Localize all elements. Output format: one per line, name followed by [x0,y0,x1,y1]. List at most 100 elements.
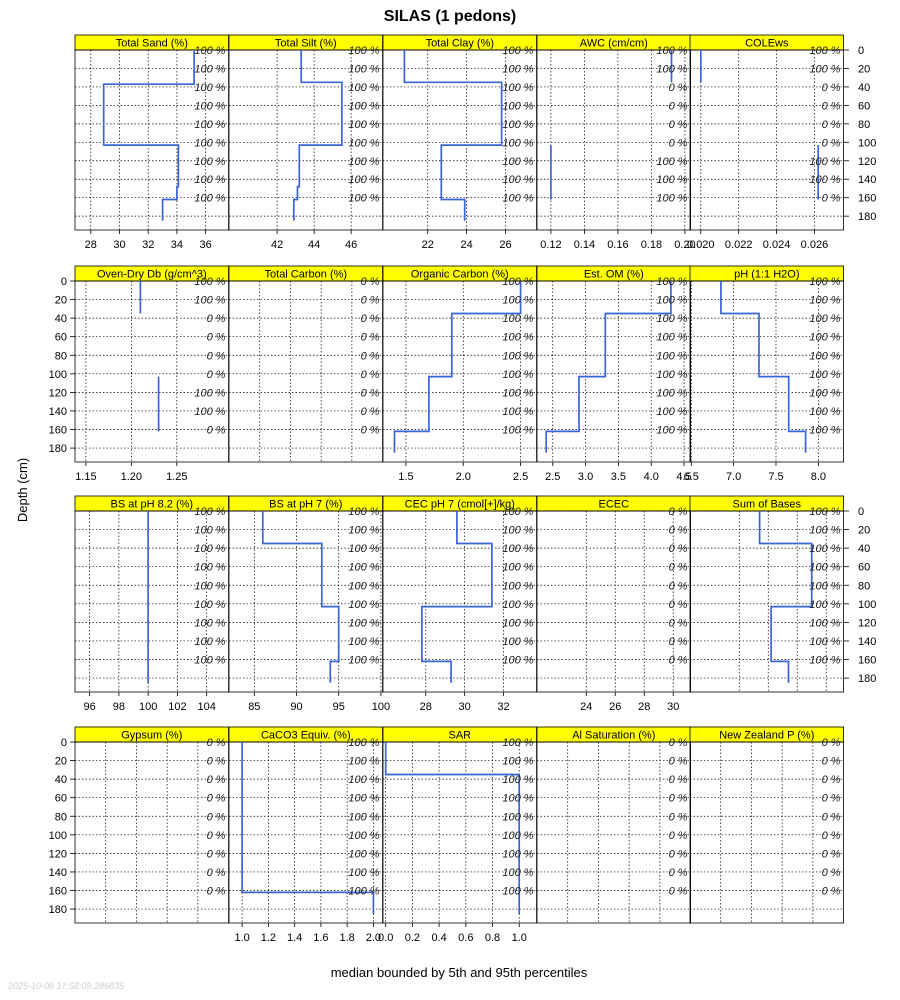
pct-label: 100 % [809,45,840,57]
pct-label: 100 % [502,387,533,399]
x-tick-label: 100 [139,701,157,713]
panel-frame [382,49,538,231]
pct-label: 100 % [502,848,533,860]
pct-label: 100 % [502,425,533,437]
pct-label: 0 % [669,562,688,574]
pct-label: 100 % [656,350,687,362]
pct-label: 100 % [194,82,225,94]
pct-label: 100 % [809,525,840,537]
pct-label: 100 % [194,655,225,667]
pct-label: 100 % [502,867,533,879]
x-tick-label: 0.024 [763,239,791,251]
pct-label: 0 % [669,543,688,555]
series-line [545,281,672,453]
x-tick-label: 0.020 [687,239,715,251]
pct-label: 100 % [502,369,533,381]
x-tick-label: 24 [580,701,592,713]
y-tick-label: 80 [858,580,870,592]
pct-label: 0 % [669,119,688,131]
pct-label: 0 % [207,886,226,898]
x-tick-label: 1.15 [75,471,96,483]
pct-label: 100 % [194,295,225,307]
x-tick-label: 104 [197,701,215,713]
panel-strip-label: Total Silt (%) [275,38,337,50]
pct-label: 100 % [502,599,533,611]
series-line [102,50,195,221]
y-tick-label: 180 [49,443,67,455]
x-tick-label: 26 [499,239,511,251]
y-tick-label: 160 [858,655,876,667]
y-tick-label: 40 [55,313,67,325]
x-tick-label: 30 [667,701,679,713]
panel-frame [74,741,230,924]
pct-label: 100 % [348,756,379,768]
y-tick-label: 60 [858,100,870,112]
pct-label: 100 % [194,525,225,537]
y-tick-label: 80 [858,119,870,131]
panel-gridlines [537,49,691,230]
pct-label: 0 % [207,313,226,325]
pct-label: 100 % [348,636,379,648]
pct-label: 100 % [656,313,687,325]
panel-gridlines [229,280,383,462]
x-tick-label: 96 [84,701,96,713]
pct-label: 100 % [656,387,687,399]
pct-label: 0 % [822,886,841,898]
panel-strip-label: AWC (cm/cm) [580,38,648,50]
series-line [261,511,340,683]
pct-label: 0 % [669,886,688,898]
x-tick-label: 1.25 [166,471,187,483]
panel-strip-label: CaCO3 Equiv. (%) [261,730,351,742]
x-tick-label: 32 [497,701,509,713]
y-tick-label: 180 [858,673,876,685]
panel-strip-label: Sum of Bases [733,499,802,511]
pct-label: 100 % [348,811,379,823]
x-tick-label: 6.5 [684,471,699,483]
panel-strip-label: Est. OM (%) [584,269,644,281]
pct-label: 100 % [809,369,840,381]
pct-label: 0 % [822,793,841,805]
pct-label: 100 % [194,156,225,168]
y-tick-label: 0 [61,276,67,288]
x-tick-label: 1.2 [261,932,276,944]
panel: Est. OM (%) 100 % 100 % 100 % 100 % 100 % 100 … [536,265,692,463]
panel-frame [536,510,692,693]
pct-label: 100 % [502,332,533,344]
panel-gridlines [690,49,844,230]
pct-label: 0 % [669,655,688,667]
pct-label: 0 % [361,406,380,418]
pct-label: 0 % [361,369,380,381]
pct-label: 100 % [502,82,533,94]
panel-frame [382,280,538,463]
panel: BS at pH 7 (%) 100 % 100 % 100 % 100 % 100 % 1… [228,495,384,693]
x-tick-label: 0.12 [540,239,561,251]
x-tick-label: 1.8 [340,932,355,944]
pct-label: 100 % [194,636,225,648]
panel-frame [536,741,692,924]
panel-frame [536,49,692,231]
x-tick-label: 4.0 [644,471,659,483]
y-tick-label: 20 [858,525,870,537]
panel-frame [689,49,845,231]
pct-label: 100 % [809,636,840,648]
y-tick-label: 0 [858,506,864,518]
pct-label: 100 % [809,617,840,629]
pct-label: 0 % [361,295,380,307]
pct-label: 100 % [502,350,533,362]
x-tick-label: 8.0 [811,471,826,483]
panel: Total Silt (%) 100 % 100 % 100 % 100 % 100 % 1… [228,34,384,231]
pct-label: 0 % [669,100,688,112]
x-tick-label: 85 [248,701,260,713]
series-line [393,281,522,453]
pct-label: 100 % [194,174,225,186]
pct-label: 100 % [502,313,533,325]
x-tick-label: 2.0 [366,932,381,944]
series-line [421,511,493,683]
pct-label: 0 % [669,830,688,842]
panel-frame [689,741,845,924]
pct-label: 100 % [348,830,379,842]
x-tick-label: 1.20 [121,471,142,483]
x-tick-label: 28 [420,701,432,713]
pct-label: 100 % [809,350,840,362]
y-tick-label: 180 [858,211,876,223]
